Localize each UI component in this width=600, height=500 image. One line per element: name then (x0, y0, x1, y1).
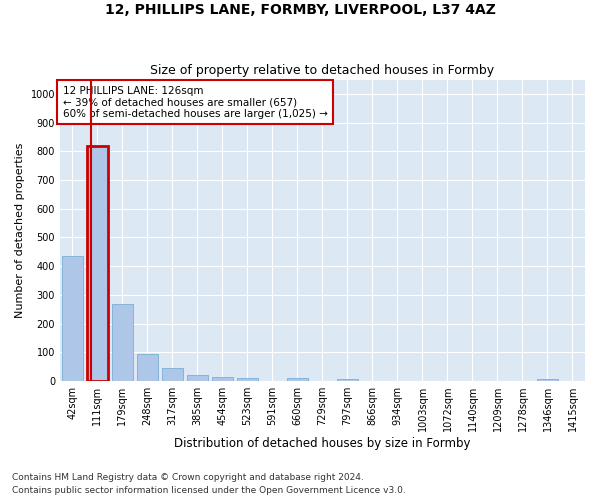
Y-axis label: Number of detached properties: Number of detached properties (15, 142, 25, 318)
Bar (62, 256, 83, 381)
Title: Size of property relative to detached houses in Formby: Size of property relative to detached ho… (151, 64, 494, 77)
Bar (237, 378, 258, 381)
Bar (337, 379, 358, 381)
Text: 12, PHILLIPS LANE, FORMBY, LIVERPOOL, L37 4AZ: 12, PHILLIPS LANE, FORMBY, LIVERPOOL, L3… (104, 2, 496, 16)
Bar (112, 304, 133, 381)
Bar (537, 379, 558, 381)
Bar (287, 378, 308, 381)
Bar (212, 377, 233, 381)
X-axis label: Distribution of detached houses by size in Formby: Distribution of detached houses by size … (174, 437, 471, 450)
Bar (162, 368, 183, 381)
Bar (187, 375, 208, 381)
Text: Contains HM Land Registry data © Crown copyright and database right 2024.
Contai: Contains HM Land Registry data © Crown c… (12, 474, 406, 495)
Text: 12 PHILLIPS LANE: 126sqm
← 39% of detached houses are smaller (657)
60% of semi-: 12 PHILLIPS LANE: 126sqm ← 39% of detach… (62, 86, 328, 119)
Bar (137, 354, 158, 381)
Bar (87, 146, 108, 381)
